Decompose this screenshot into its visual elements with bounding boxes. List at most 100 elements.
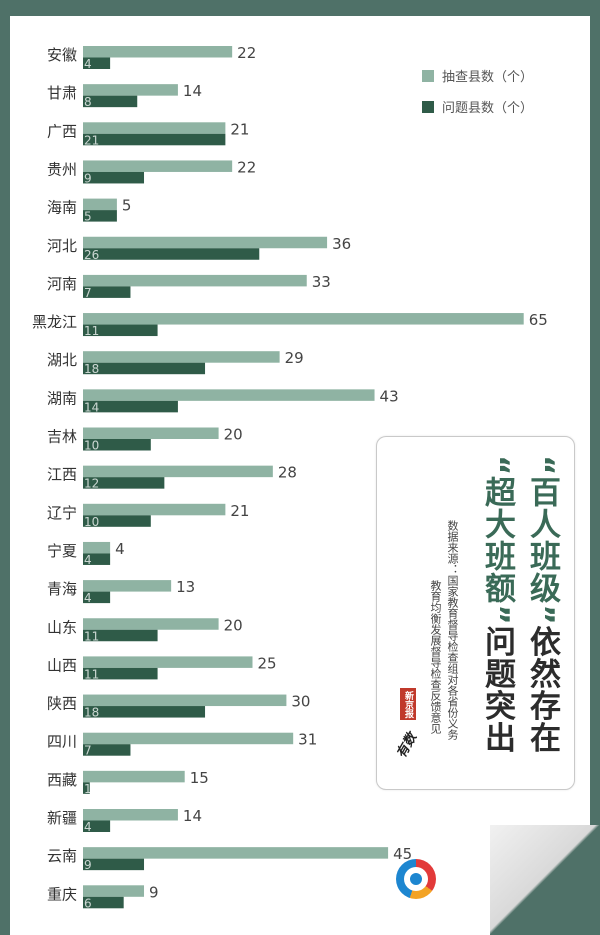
value-label-problem: 7 xyxy=(84,744,92,758)
category-label: 青海 xyxy=(47,580,77,598)
bar-problem xyxy=(83,439,151,451)
category-label: 云南 xyxy=(47,847,77,865)
value-label-sampled: 31 xyxy=(298,731,317,749)
category-label: 甘肃 xyxy=(47,84,77,102)
bar-problem xyxy=(83,362,206,375)
bar-sampled xyxy=(83,541,111,554)
legend-sampled-label: 抽查县数（个） xyxy=(442,70,534,85)
value-label-problem: 4 xyxy=(84,553,92,567)
value-label-sampled: 20 xyxy=(224,616,243,634)
bar-problem xyxy=(83,744,131,756)
bar-sampled xyxy=(83,198,117,211)
value-label-problem: 10 xyxy=(84,515,99,529)
value-label-sampled: 29 xyxy=(285,349,304,367)
bar-problem xyxy=(83,515,151,527)
page-curl xyxy=(490,825,600,935)
bar-sampled xyxy=(83,465,273,478)
value-label-problem: 14 xyxy=(84,400,99,414)
value-label-problem: 10 xyxy=(84,439,99,453)
title-accent-2: 超大班额 xyxy=(479,476,515,605)
title-line-2: “超大班额”问题突出 xyxy=(475,455,520,754)
legend-problem-swatch xyxy=(422,101,434,113)
value-label-sampled: 9 xyxy=(149,883,159,901)
category-label: 陕西 xyxy=(47,695,77,713)
spiral-binding xyxy=(10,0,590,22)
bar-sampled xyxy=(83,84,178,96)
category-label: 安徽 xyxy=(47,46,77,64)
value-label-sampled: 14 xyxy=(183,807,202,825)
value-label-sampled: 22 xyxy=(237,158,256,176)
value-label-sampled: 13 xyxy=(176,578,195,596)
category-label: 辽宁 xyxy=(47,504,77,522)
bar-problem xyxy=(83,133,226,146)
category-label: 河南 xyxy=(47,275,77,293)
bar-sampled xyxy=(83,694,287,707)
bar-problem xyxy=(83,477,165,489)
title-card xyxy=(376,436,575,790)
category-label: 西藏 xyxy=(47,771,77,789)
bar-sampled xyxy=(83,847,389,859)
value-label-sampled: 65 xyxy=(529,311,548,329)
bar-sampled xyxy=(83,351,280,363)
bar-problem xyxy=(83,858,145,871)
legend-problem: 问题县数（个） xyxy=(422,97,533,116)
category-label: 河北 xyxy=(47,237,77,255)
category-label: 海南 xyxy=(47,199,77,217)
value-label-sampled: 28 xyxy=(278,464,297,482)
bar-problem xyxy=(83,667,158,680)
bar-sampled xyxy=(83,236,328,249)
quote-open: “ xyxy=(524,455,560,477)
quote-close-2: ” xyxy=(479,604,515,626)
value-label-sampled: 45 xyxy=(393,845,412,863)
title-rest-1: 依然存在 xyxy=(524,625,560,754)
legend-sampled-swatch xyxy=(422,70,434,82)
bar-problem xyxy=(83,782,90,794)
data-source-line-1: 数据来源：国家教育督导检查组对各省份义务 xyxy=(446,520,459,740)
bar-sampled xyxy=(83,160,233,172)
title-accent-1: 百人班级 xyxy=(524,476,560,605)
value-label-sampled: 20 xyxy=(224,426,243,444)
bar-problem xyxy=(83,210,117,222)
value-label-problem: 4 xyxy=(84,57,92,71)
value-label-sampled: 36 xyxy=(332,235,351,253)
bar-problem xyxy=(83,95,138,108)
value-label-problem: 11 xyxy=(84,324,99,338)
value-label-sampled: 43 xyxy=(380,387,399,405)
title-line-1: “百人班级”依然存在 xyxy=(520,455,565,754)
value-label-sampled: 33 xyxy=(312,273,331,291)
title-rest-2: 问题突出 xyxy=(479,625,515,754)
bar-problem xyxy=(83,591,111,604)
value-label-problem: 9 xyxy=(84,171,92,185)
bar-problem xyxy=(83,171,145,184)
bar-sampled xyxy=(83,503,226,516)
value-label-problem: 8 xyxy=(84,95,92,109)
bar-sampled xyxy=(83,122,226,134)
bar-sampled xyxy=(83,274,307,287)
data-source-line-2: 教育均衡发展督导检查反馈意见 xyxy=(429,580,442,734)
value-label-sampled: 21 xyxy=(230,502,249,520)
category-label: 重庆 xyxy=(47,885,77,903)
value-label-sampled: 25 xyxy=(258,654,277,672)
value-label-sampled: 30 xyxy=(291,693,310,711)
value-label-problem: 7 xyxy=(84,286,92,300)
category-label: 贵州 xyxy=(47,160,77,178)
category-label: 山西 xyxy=(47,656,77,674)
logo-icon xyxy=(396,859,436,899)
bar-sampled xyxy=(83,770,185,783)
bar-problem xyxy=(83,248,260,260)
quote-close: ” xyxy=(524,604,560,626)
category-label: 湖南 xyxy=(47,389,77,407)
bar-problem xyxy=(83,400,178,413)
value-label-problem: 4 xyxy=(84,820,92,834)
bar-sampled xyxy=(83,313,524,325)
category-label: 吉林 xyxy=(47,428,77,446)
bar-problem xyxy=(83,820,111,832)
bar-problem xyxy=(83,629,158,642)
value-label-problem: 12 xyxy=(84,477,99,491)
bar-problem xyxy=(83,286,131,298)
bar-problem xyxy=(83,896,124,909)
value-label-sampled: 15 xyxy=(190,769,209,787)
value-label-problem: 11 xyxy=(84,629,99,643)
value-label-problem: 5 xyxy=(84,210,92,224)
